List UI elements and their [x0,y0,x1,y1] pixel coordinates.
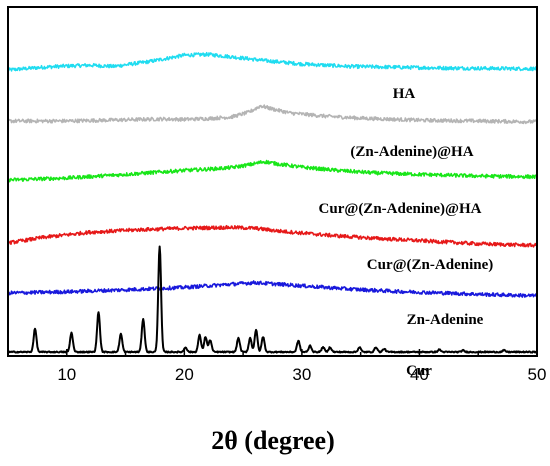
series-line-zn-adenine-ha [7,104,538,125]
x-tick-label-40: 40 [410,365,429,384]
plot-frame [7,6,538,357]
series-line-ha [7,51,538,72]
series-label-zn-adenine-ha: (Zn-Adenine)@HA [350,144,473,160]
series-line-cur-zn-adenine [7,224,538,248]
series-label-cur: Cur [406,363,432,379]
series-line-zn-adenine [7,280,538,298]
x-tick-label-20: 20 [175,365,194,384]
x-axis-title: 2θ (degree) [211,426,335,455]
series-layer [7,51,538,354]
series-label-ha: HA [393,86,416,102]
series-line-cur-zn-adenine-ha [7,159,538,183]
x-tick-label-10: 10 [57,365,76,384]
x-tick-label-50: 50 [528,365,547,384]
series-label-cur-zn-adenine: Cur@(Zn-Adenine) [367,257,493,273]
series-label-cur-zn-adenine-ha: Cur@(Zn-Adenine)@HA [319,201,482,217]
series-label-zn-adenine: Zn-Adenine [407,312,484,328]
x-tick-label-30: 30 [292,365,311,384]
series-label-layer: HA (Zn-Adenine)@HA Cur@(Zn-Adenine)@HA Cur@… [319,86,494,379]
x-axis-ticks: 10 20 30 40 50 [7,349,547,384]
series-line-cur [7,245,538,354]
